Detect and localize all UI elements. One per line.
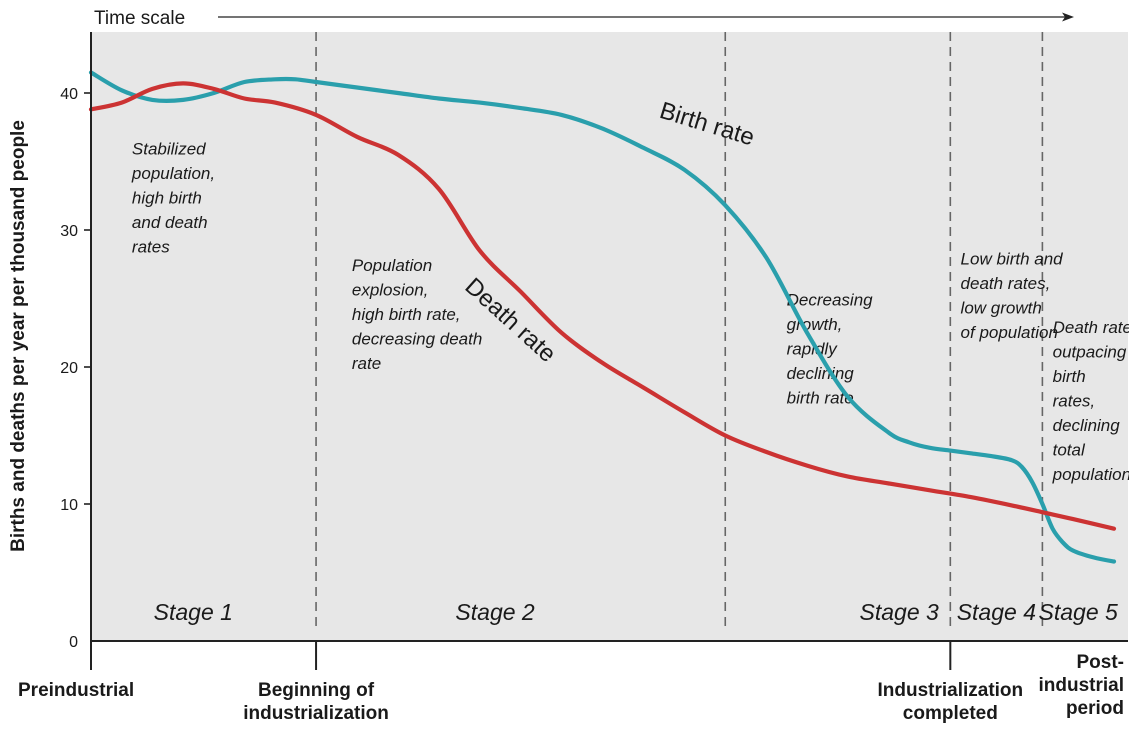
x-category-ticks: Preindustrial Beginning of industrializati… xyxy=(18,641,1124,724)
y-tick-label: 10 xyxy=(60,497,78,514)
annotation-1: Stabilized population, high birth and death… xyxy=(131,140,215,257)
annotation-3: Decreasing growth, rapidly declining birth r… xyxy=(787,290,874,407)
y-tick-label: 40 xyxy=(60,86,78,103)
y-tick-label: 20 xyxy=(60,360,78,377)
x-category-label: Post-industrial period xyxy=(1038,652,1124,719)
annotation-4: Low birth and death rates, low growth of po… xyxy=(961,249,1064,342)
annotation-5: Death ratesoutpacingbirthrates,declining… xyxy=(1052,318,1129,484)
y-ticks: 0 10 20 30 40 xyxy=(60,86,91,651)
annotation-2: Population explosion, high birth rate, decr… xyxy=(352,256,482,373)
time-scale-arrowhead xyxy=(1062,12,1074,22)
y-tick-label: 30 xyxy=(60,223,78,240)
x-category-label: Preindustrial xyxy=(18,680,134,701)
stage-label: Stage 1 xyxy=(154,599,233,625)
death-rate-line xyxy=(88,81,1117,531)
y-tick-label: 0 xyxy=(69,634,78,651)
stage-label: Stage 5 xyxy=(1039,599,1118,625)
stage-dividers xyxy=(315,32,1044,632)
annotations: Stabilized population, high birth and death… xyxy=(131,140,1129,484)
stage-labels: Stage 1 Stage 2 Stage 3 Stage 4 Stage 5 xyxy=(154,599,1118,625)
stage-label: Stage 2 xyxy=(455,599,534,625)
series-lines xyxy=(88,70,1117,564)
stage-label: Stage 3 xyxy=(860,599,939,625)
stage-label: Stage 4 xyxy=(957,599,1036,625)
time-scale-label: Time scale xyxy=(94,8,185,29)
x-category-label: Industrialization completed xyxy=(877,680,1023,724)
x-category-label: Beginning of industrialization xyxy=(243,680,389,724)
y-axis-label: Births and deaths per year per thousand … xyxy=(8,120,29,552)
birth-rate-line xyxy=(88,70,1117,564)
